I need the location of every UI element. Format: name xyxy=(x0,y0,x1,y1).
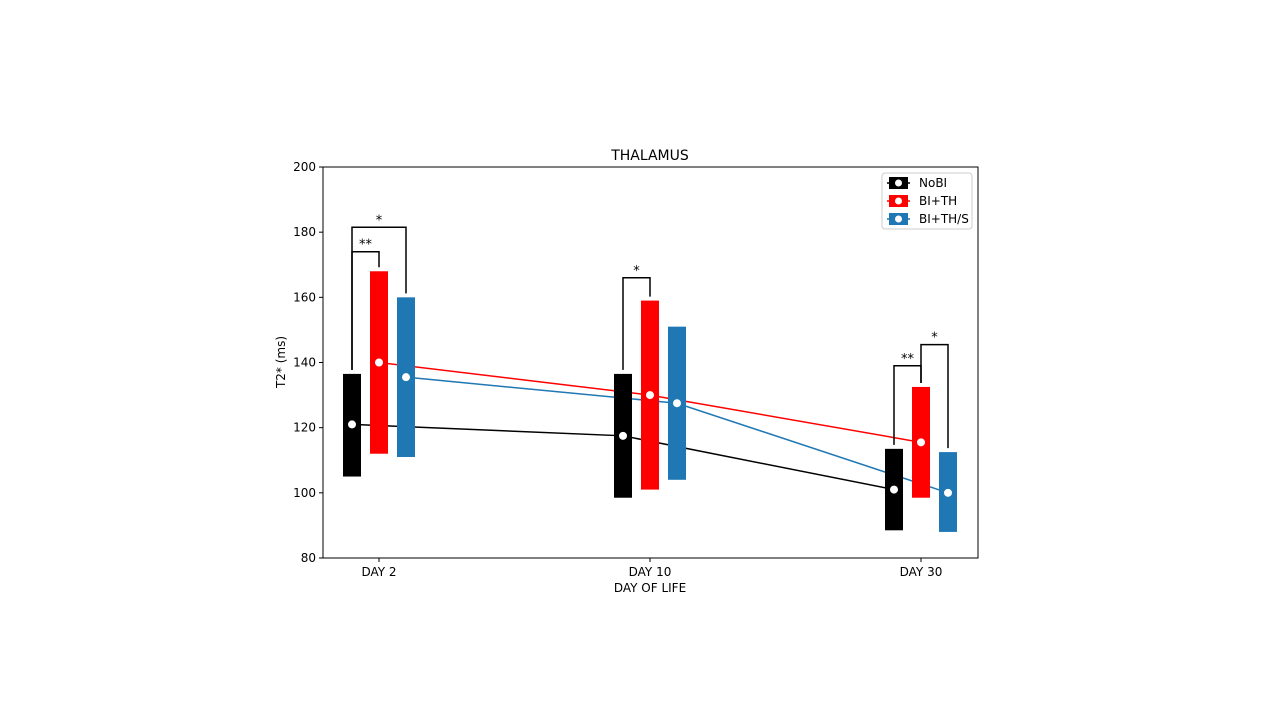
mean-point xyxy=(348,420,356,429)
significance-bracket xyxy=(351,226,407,370)
significance-label: ** xyxy=(359,238,373,253)
mean-points xyxy=(348,358,952,497)
significance-bracket xyxy=(920,343,949,449)
mean-point xyxy=(402,373,410,382)
chart-title: THALAMUS xyxy=(610,148,689,164)
y-tick-label: 160 xyxy=(293,290,316,304)
range-bars xyxy=(343,271,957,532)
y-tick-label: 100 xyxy=(293,486,316,500)
legend-marker xyxy=(895,197,902,205)
y-tick-label: 140 xyxy=(293,356,316,370)
mean-point xyxy=(917,438,925,447)
significance-label: ** xyxy=(901,352,915,367)
x-tick-label: DAY 30 xyxy=(900,565,943,579)
x-tick-label: DAY 10 xyxy=(629,565,672,579)
x-axis-label: DAY OF LIFE xyxy=(614,581,686,595)
x-tick-label: DAY 2 xyxy=(361,565,396,579)
y-tick-label: 200 xyxy=(293,160,316,174)
y-tick-label: 120 xyxy=(293,421,316,435)
legend: NoBI BI+TH BI+TH/S xyxy=(881,172,973,230)
mean-point xyxy=(890,485,898,494)
mean-point xyxy=(673,399,681,408)
significance-brackets: ******* xyxy=(351,213,949,449)
legend-label: NoBI xyxy=(919,176,947,190)
legend-marker xyxy=(895,179,902,187)
y-tick-label: 80 xyxy=(301,551,316,565)
mean-point xyxy=(375,358,383,367)
mean-point xyxy=(619,431,627,440)
x-axis: DAY 2 DAY 10 DAY 30 xyxy=(361,558,942,579)
mean-point xyxy=(944,488,952,497)
y-tick-label: 180 xyxy=(293,225,316,239)
significance-label: * xyxy=(931,331,938,346)
legend-label: BI+TH/S xyxy=(919,212,969,226)
significance-label: * xyxy=(633,264,640,279)
y-axis: 80 100 120 140 160 180 200 xyxy=(293,160,323,565)
significance-bracket xyxy=(622,277,651,370)
legend-marker xyxy=(895,215,902,223)
mean-point xyxy=(646,391,654,400)
legend-label: BI+TH xyxy=(919,194,957,208)
y-axis-label: T2* (ms) xyxy=(274,336,288,389)
significance-label: * xyxy=(376,213,383,228)
